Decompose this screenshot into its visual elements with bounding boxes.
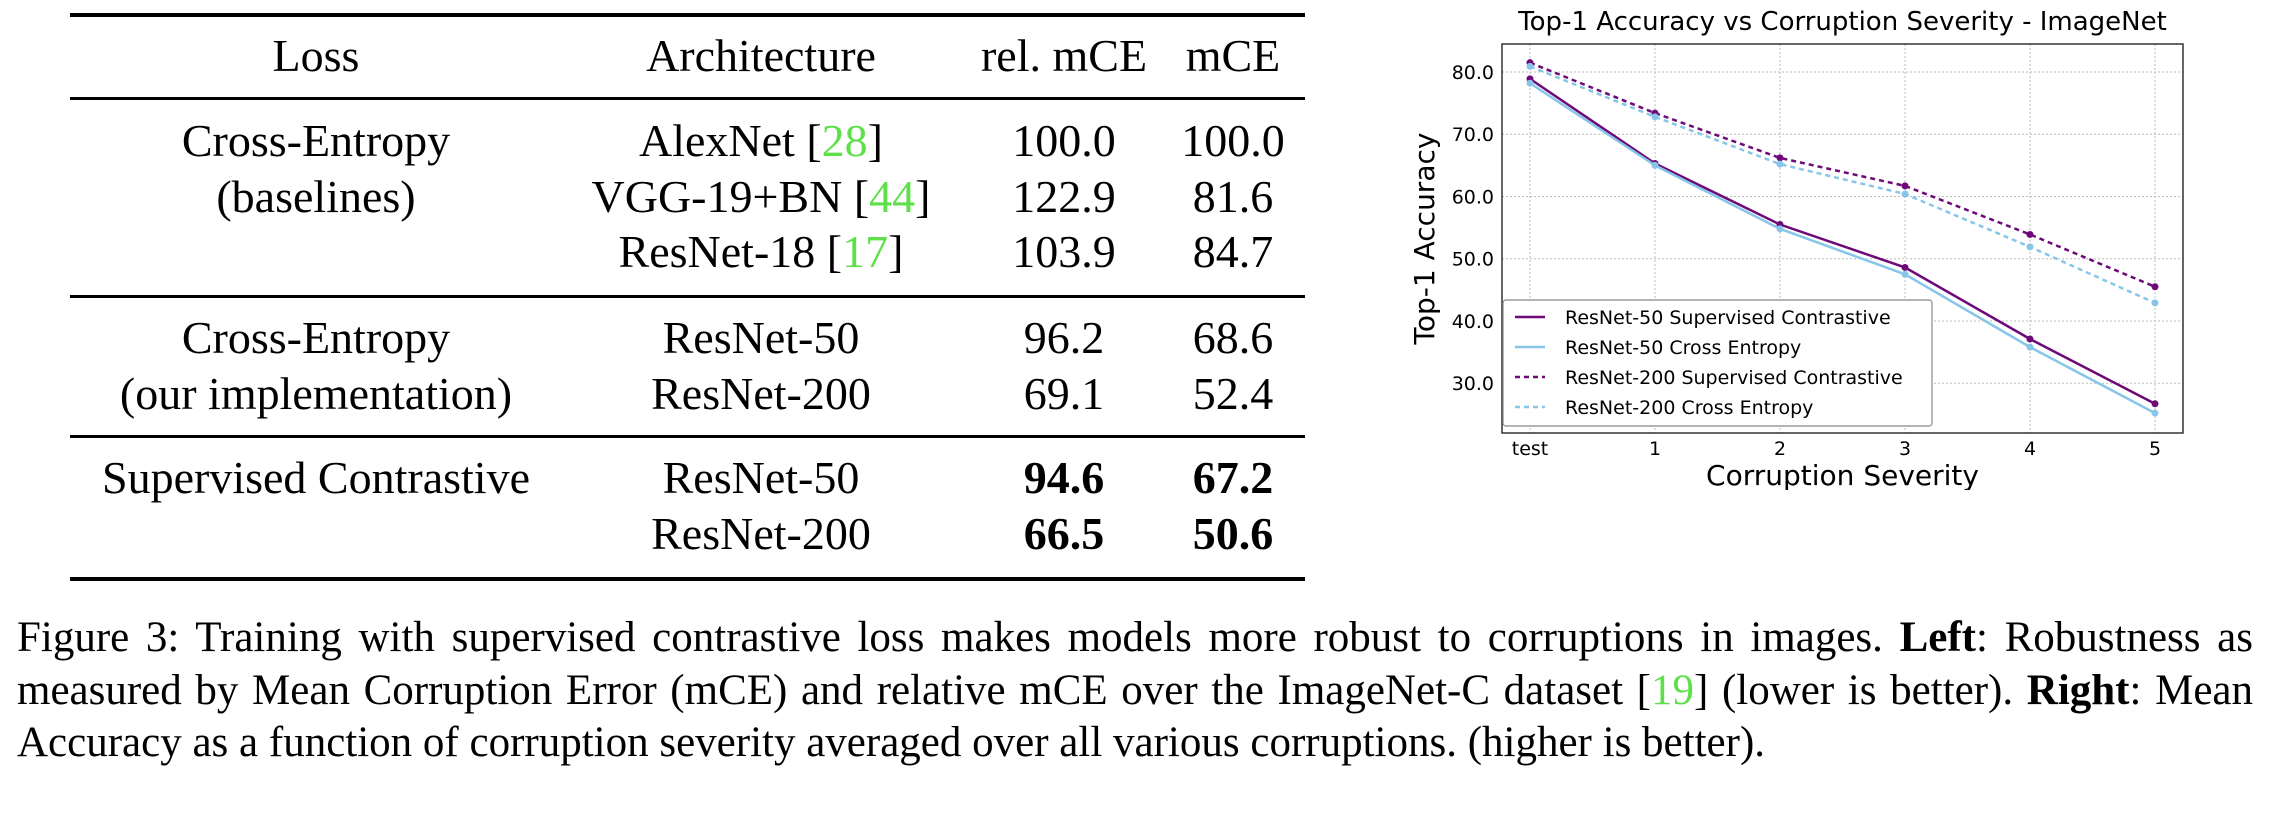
x-axis-label: Corruption Severity xyxy=(1706,459,1979,490)
x-tick-label: 1 xyxy=(1649,438,1661,460)
data-point xyxy=(1776,160,1784,168)
y-tick-label: 70.0 xyxy=(1452,124,1494,146)
y-tick-label: 50.0 xyxy=(1452,249,1494,271)
x-tick-label: 3 xyxy=(1899,438,1911,460)
data-point xyxy=(2026,243,2034,251)
data-point xyxy=(1651,161,1659,169)
header-rel-mce: rel. mCE xyxy=(980,30,1148,81)
data-point xyxy=(2026,335,2034,343)
citation-link[interactable]: 19 xyxy=(1651,666,1695,714)
table-bottom-rule xyxy=(70,577,1305,581)
y-tick-label: 40.0 xyxy=(1452,311,1494,333)
caption-text: : Mean Accuracy as a function of corrupt… xyxy=(17,666,2253,767)
data-point xyxy=(1526,62,1534,70)
x-tick-label: 2 xyxy=(1774,438,1786,460)
citation-link[interactable]: 44 xyxy=(869,171,916,222)
caption-right-label: Right xyxy=(2026,666,2130,714)
architecture-cell: ResNet-18 [17] xyxy=(618,226,904,277)
data-point xyxy=(1776,154,1784,162)
data-point xyxy=(1901,270,1909,278)
citation-link[interactable]: 28 xyxy=(821,115,868,166)
rel-mce-cell: 100.0 xyxy=(1012,115,1116,166)
loss-label: Cross-Entropy xyxy=(181,115,451,166)
series-line xyxy=(1529,82,2156,415)
accuracy-line-chart: Top-1 Accuracy vs Corruption Severity - … xyxy=(1408,7,2184,490)
arch-name: ResNet-18 xyxy=(618,226,816,277)
data-point xyxy=(1776,225,1784,233)
rel-mce-cell: 69.1 xyxy=(1023,368,1105,419)
data-point xyxy=(2151,299,2159,307)
table-group-rule xyxy=(70,295,1305,298)
architecture-cell: ResNet-50 xyxy=(662,312,860,363)
mce-cell: 100.0 xyxy=(1181,115,1285,166)
data-point xyxy=(2151,409,2159,417)
legend-label: ResNet-200 Supervised Contrastive xyxy=(1565,367,1903,389)
rel-mce-cell: 103.9 xyxy=(1012,226,1116,277)
loss-label: Supervised Contrastive xyxy=(102,452,530,503)
header-mce: mCE xyxy=(1185,30,1281,81)
legend-box xyxy=(1502,299,1933,427)
data-point xyxy=(2026,230,2034,238)
table-header-rule xyxy=(70,97,1305,100)
x-tick-label: test xyxy=(1512,438,1549,460)
rel-mce-cell: 122.9 xyxy=(1012,171,1116,222)
architecture-cell: ResNet-200 xyxy=(651,368,871,419)
data-point xyxy=(1901,190,1909,198)
loss-label: Cross-Entropy xyxy=(181,312,451,363)
rel-mce-cell: 96.2 xyxy=(1023,312,1105,363)
mce-cell: 52.4 xyxy=(1192,368,1274,419)
y-tick-label: 80.0 xyxy=(1452,62,1494,84)
plot-frame xyxy=(1501,43,2184,434)
x-tick-label: 4 xyxy=(2024,438,2036,460)
series-line xyxy=(1529,65,2156,305)
citation-link[interactable]: 17 xyxy=(842,226,889,277)
x-tick-label: 5 xyxy=(2149,438,2161,460)
caption-left-label: Left xyxy=(1899,614,1976,661)
series-line xyxy=(1529,77,2156,405)
mce-cell: 68.6 xyxy=(1192,312,1274,363)
chart-title: Top-1 Accuracy vs Corruption Severity - … xyxy=(1517,7,2167,37)
caption-text: : Robustness as measured by Mean Corrupt… xyxy=(17,614,2253,714)
arch-name: VGG-19+BN xyxy=(591,171,843,222)
rel-mce-cell: 94.6 xyxy=(1023,452,1105,503)
mce-cell: 81.6 xyxy=(1192,171,1274,222)
y-tick-label: 30.0 xyxy=(1452,373,1494,395)
header-loss: Loss xyxy=(272,30,360,81)
figure-caption: Figure 3: Training with supervised contr… xyxy=(17,612,2253,770)
data-point xyxy=(2026,343,2034,351)
mce-cell: 50.6 xyxy=(1192,508,1274,559)
arch-name: AlexNet xyxy=(639,115,795,166)
loss-sublabel: (baselines) xyxy=(216,171,416,222)
y-tick-label: 60.0 xyxy=(1452,186,1494,208)
architecture-cell: ResNet-200 xyxy=(651,508,871,559)
architecture-cell: AlexNet [28] xyxy=(639,115,883,166)
table-group-rule xyxy=(70,435,1305,438)
data-point xyxy=(1526,79,1534,87)
header-architecture: Architecture xyxy=(646,30,876,81)
architecture-cell: VGG-19+BN [44] xyxy=(591,171,931,222)
y-axis-label: Top-1 Accuracy xyxy=(1408,133,1441,346)
data-point xyxy=(2151,283,2159,291)
data-point xyxy=(1651,113,1659,121)
rel-mce-cell: 66.5 xyxy=(1023,508,1105,559)
architecture-cell: ResNet-50 xyxy=(662,452,860,503)
loss-sublabel: (our implementation) xyxy=(119,368,513,419)
data-point xyxy=(1901,182,1909,190)
caption-text: Figure 3: Training with supervised contr… xyxy=(17,614,1900,661)
data-point xyxy=(2151,400,2159,408)
mce-cell: 67.2 xyxy=(1192,452,1274,503)
legend-label: ResNet-50 Cross Entropy xyxy=(1565,337,1801,359)
mce-cell: 84.7 xyxy=(1192,226,1274,277)
data-point xyxy=(1901,263,1909,271)
series-line xyxy=(1529,61,2156,288)
caption-text: ] (lower is better). xyxy=(1694,666,2027,714)
table-top-rule xyxy=(70,13,1305,17)
legend-label: ResNet-200 Cross Entropy xyxy=(1565,397,1813,419)
legend-label: ResNet-50 Supervised Contrastive xyxy=(1565,307,1891,329)
